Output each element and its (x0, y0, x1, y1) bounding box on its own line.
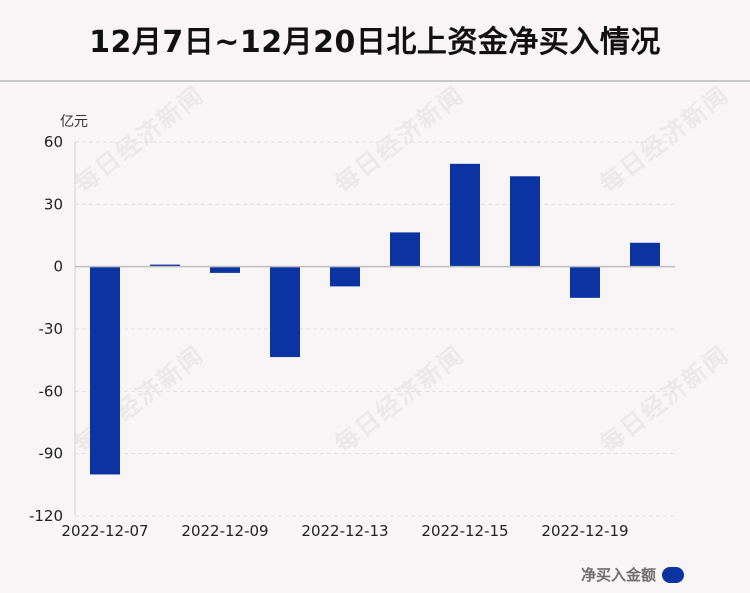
y-tick-label: -30 (39, 320, 64, 338)
bar (630, 242, 660, 267)
x-tick-label: 2022-12-07 (61, 522, 148, 540)
bar (390, 232, 420, 267)
bar (570, 266, 600, 298)
y-tick-label: -90 (39, 445, 64, 463)
y-tick-label: -60 (39, 382, 64, 400)
y-axis-unit-label: 亿元 (60, 114, 88, 130)
y-tick-label: 60 (44, 133, 63, 151)
legend-label: 净买入金额 (580, 566, 656, 584)
y-tick-label: -120 (29, 507, 63, 525)
x-tick-label: 2022-12-13 (301, 522, 388, 540)
bar (90, 266, 120, 475)
bar (270, 266, 300, 358)
legend-swatch (662, 566, 684, 583)
y-tick-label: 0 (53, 258, 63, 276)
bar (210, 266, 240, 273)
bar (450, 163, 480, 267)
bar (330, 266, 360, 287)
x-tick-label: 2022-12-19 (541, 522, 628, 540)
y-tick-label: 30 (44, 195, 63, 213)
title-divider (0, 80, 750, 82)
legend: 净买入金额 (581, 564, 684, 585)
bar (150, 264, 180, 267)
chart-title: 12月7日~12月20日北上资金净买入情况 (89, 25, 661, 60)
bar (510, 176, 540, 267)
x-tick-label: 2022-12-15 (421, 522, 508, 540)
x-tick-label: 2022-12-09 (181, 522, 268, 540)
